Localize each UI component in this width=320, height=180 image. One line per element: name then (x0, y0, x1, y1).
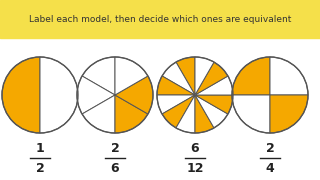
Wedge shape (157, 76, 195, 95)
Wedge shape (162, 62, 195, 95)
Wedge shape (195, 57, 214, 95)
Wedge shape (195, 95, 228, 128)
Wedge shape (162, 95, 195, 128)
Text: 4: 4 (266, 161, 274, 174)
Text: 2: 2 (111, 141, 119, 154)
Text: 1: 1 (36, 141, 44, 154)
Text: 6: 6 (111, 161, 119, 174)
Text: Label each model, then decide which ones are equivalent: Label each model, then decide which ones… (29, 15, 291, 24)
Text: 6: 6 (191, 141, 199, 154)
Wedge shape (270, 57, 308, 95)
Wedge shape (270, 95, 308, 133)
Wedge shape (176, 95, 195, 133)
Wedge shape (2, 57, 40, 133)
Bar (0, 0, 320, 38)
Wedge shape (232, 57, 270, 95)
Text: 2: 2 (36, 161, 44, 174)
Wedge shape (232, 95, 270, 133)
Wedge shape (115, 95, 148, 133)
Wedge shape (77, 76, 115, 114)
Wedge shape (195, 95, 214, 133)
Wedge shape (157, 95, 195, 114)
Wedge shape (82, 57, 115, 95)
Wedge shape (115, 57, 148, 95)
Text: 2: 2 (266, 141, 274, 154)
Wedge shape (40, 57, 78, 133)
Wedge shape (176, 57, 195, 95)
Wedge shape (82, 95, 115, 133)
Wedge shape (195, 76, 233, 95)
Wedge shape (195, 62, 228, 95)
Wedge shape (115, 76, 153, 114)
Text: 12: 12 (186, 161, 204, 174)
Wedge shape (195, 95, 233, 114)
